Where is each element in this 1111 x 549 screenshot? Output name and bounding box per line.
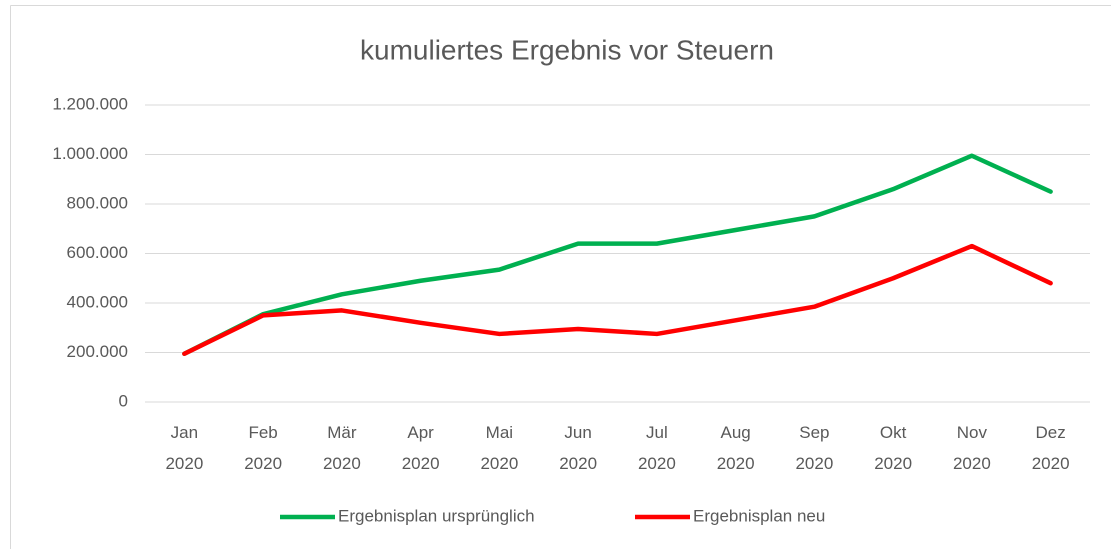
y-tick-label: 0 — [119, 391, 128, 410]
y-tick-label: 400.000 — [67, 292, 128, 311]
y-tick-label: 200.000 — [67, 342, 128, 361]
x-tick-label: Apr 2020 — [402, 423, 440, 473]
x-tick-label: Jun 2020 — [559, 423, 597, 473]
y-tick-label: 1.000.000 — [52, 144, 128, 163]
x-tick-label: Sep 2020 — [795, 423, 833, 473]
x-tick-label: Jan 2020 — [165, 423, 203, 473]
y-tick-label: 1.200.000 — [52, 94, 128, 113]
x-tick-label: Jul 2020 — [638, 423, 676, 473]
y-tick-label: 600.000 — [67, 243, 128, 262]
x-tick-label: Mai 2020 — [480, 423, 518, 473]
x-tick-label: Okt 2020 — [874, 423, 912, 473]
legend-label: Ergebnisplan neu — [693, 506, 825, 525]
legend-label: Ergebnisplan ursprünglich — [338, 506, 535, 525]
line-series — [182, 243, 1053, 356]
x-tick-label: Mär 2020 — [323, 423, 361, 473]
x-tick-label: Dez 2020 — [1032, 423, 1070, 473]
x-tick-label: Aug 2020 — [717, 423, 755, 473]
chart-title: kumuliertes Ergebnis vor Steuern — [360, 34, 774, 65]
y-tick-label: 800.000 — [67, 193, 128, 212]
x-tick-label: Feb 2020 — [244, 423, 282, 473]
line-series — [182, 153, 1053, 356]
x-tick-label: Nov 2020 — [953, 423, 991, 473]
